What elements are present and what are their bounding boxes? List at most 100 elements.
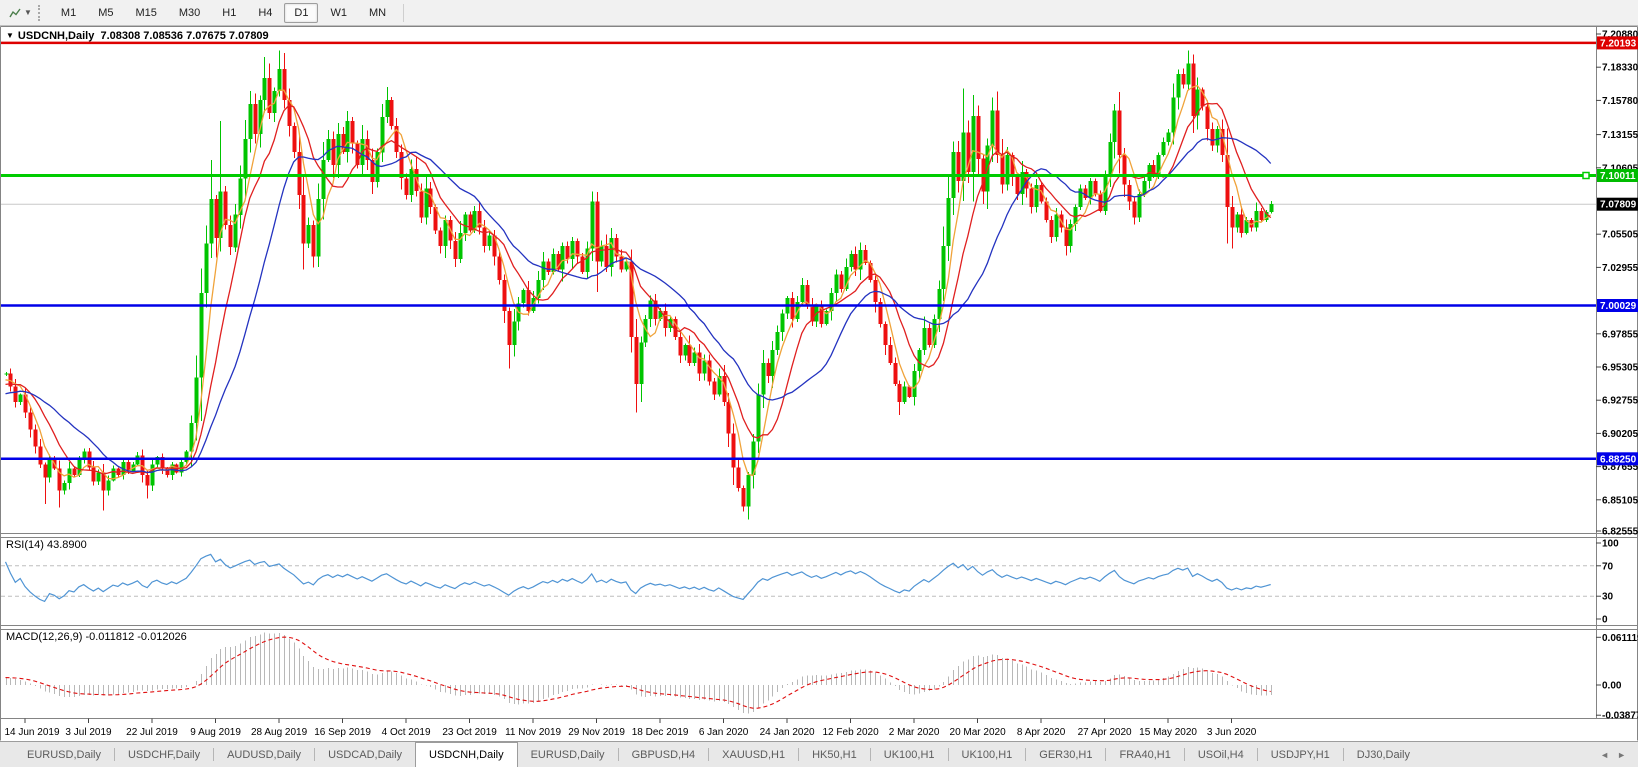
chart-tab-usdcnh-daily[interactable]: USDCNH,Daily xyxy=(415,742,518,767)
chart-tab-fra40-h1[interactable]: FRA40,H1 xyxy=(1119,748,1171,761)
svg-text:20 Mar 2020: 20 Mar 2020 xyxy=(950,727,1007,738)
timeframe-button-m5[interactable]: M5 xyxy=(98,6,114,19)
svg-text:70: 70 xyxy=(1602,561,1614,572)
svg-text:7.15780: 7.15780 xyxy=(1602,96,1638,107)
tab-separator xyxy=(314,748,316,761)
rsi-line xyxy=(4,553,1271,603)
timeframe-button-h1[interactable]: H1 xyxy=(222,6,237,19)
chart-title: ▼ USDCNH,Daily 7.08308 7.08536 7.07675 7.… xyxy=(6,30,269,42)
timeframe-button-mn[interactable]: MN xyxy=(368,6,387,19)
svg-text:0.00: 0.00 xyxy=(1602,681,1622,692)
chart-window[interactable]: 7.20880 7.18330 7.15780 7.13155 7.10605 7.055… xyxy=(0,26,1638,741)
mini-chart-icon xyxy=(9,8,21,17)
svg-text:22 Jul 2019: 22 Jul 2019 xyxy=(126,727,178,738)
tab-scroll-right-icon[interactable]: ► xyxy=(1617,749,1626,760)
macd-histogram xyxy=(6,632,1272,714)
tab-separator xyxy=(708,748,710,761)
svg-text:3 Jul 2019: 3 Jul 2019 xyxy=(65,727,112,738)
chart-tab-uk100-h1[interactable]: UK100,H1 xyxy=(883,748,935,761)
hline-handle[interactable] xyxy=(1582,171,1590,180)
svg-text:6.97855: 6.97855 xyxy=(1602,329,1638,340)
toolbar-separator xyxy=(403,3,405,22)
price-badge-7.10011: 7.10011 xyxy=(1597,169,1638,182)
tab-nav: ◄ ► xyxy=(1588,742,1638,767)
timeframe-button-d1[interactable]: D1 xyxy=(284,2,319,23)
macd-label: MACD(12,26,9) -0.011812 -0.012026 xyxy=(6,631,187,643)
chart-tab-usoil-h4[interactable]: USOil,H4 xyxy=(1197,748,1244,761)
timeframe-button-w1[interactable]: W1 xyxy=(330,6,347,19)
chart-tab-eurusd-daily[interactable]: EURUSD,Daily xyxy=(27,748,101,761)
svg-text:14 Jun 2019: 14 Jun 2019 xyxy=(4,727,59,738)
timeframe-button-m15[interactable]: M15 xyxy=(135,6,157,19)
svg-text:29 Nov 2019: 29 Nov 2019 xyxy=(568,727,625,738)
svg-text:7.13155: 7.13155 xyxy=(1602,130,1638,141)
svg-text:7.00029: 7.00029 xyxy=(1600,301,1637,312)
chart-tools-icon[interactable]: ▼ xyxy=(4,4,36,22)
toolbar-grip[interactable] xyxy=(37,4,44,21)
tab-separator xyxy=(798,748,800,761)
tab-separator xyxy=(1183,748,1185,761)
tab-separator xyxy=(113,748,115,761)
rsi-label: RSI(14) 43.8900 xyxy=(6,539,87,551)
svg-text:8 Apr 2020: 8 Apr 2020 xyxy=(1017,727,1066,738)
macd-axis: 0.061119 0.00 -0.038777 xyxy=(1596,633,1638,722)
rsi-axis: 100 70 30 0 xyxy=(1596,539,1619,626)
svg-text:7.20193: 7.20193 xyxy=(1600,38,1637,49)
svg-text:9 Aug 2019: 9 Aug 2019 xyxy=(190,727,241,738)
svg-text:6.95305: 6.95305 xyxy=(1602,363,1638,374)
chart-canvas[interactable]: 7.20880 7.18330 7.15780 7.13155 7.10605 7.055… xyxy=(0,26,1638,741)
svg-text:27 Apr 2020: 27 Apr 2020 xyxy=(1078,727,1132,738)
svg-text:30: 30 xyxy=(1602,592,1614,603)
chart-tab-usdjpy-h1[interactable]: USDJPY,H1 xyxy=(1270,748,1330,761)
timeframe-button-m30[interactable]: M30 xyxy=(178,6,201,19)
tab-separator xyxy=(869,748,871,761)
svg-text:6.88250: 6.88250 xyxy=(1600,454,1637,465)
tab-separator xyxy=(947,748,949,761)
timeframe-button-h4[interactable]: H4 xyxy=(258,6,273,19)
timeframe-button-m1[interactable]: M1 xyxy=(60,6,77,19)
svg-text:7.07809: 7.07809 xyxy=(1600,200,1637,211)
tab-separator xyxy=(1256,748,1258,761)
svg-text:7.02955: 7.02955 xyxy=(1602,263,1638,274)
svg-text:6 Jan 2020: 6 Jan 2020 xyxy=(699,727,749,738)
pane-frames xyxy=(0,26,1638,741)
svg-text:2 Mar 2020: 2 Mar 2020 xyxy=(889,727,940,738)
tab-separator xyxy=(1105,748,1107,761)
tab-scroll-left-icon[interactable]: ◄ xyxy=(1600,749,1610,760)
chart-tab-audusd-daily[interactable]: AUDUSD,Daily xyxy=(227,748,302,761)
svg-text:6.90205: 6.90205 xyxy=(1602,429,1638,440)
svg-text:16 Sep 2019: 16 Sep 2019 xyxy=(314,727,371,738)
chart-tab-ger30-h1[interactable]: GER30,H1 xyxy=(1039,748,1093,761)
timeframe-toolbar: ▼ M1 M5 M15 M30 H1 H4 D1 W1 MN xyxy=(0,0,1638,26)
svg-text:15 May 2020: 15 May 2020 xyxy=(1139,727,1197,738)
svg-text:3 Jun 2020: 3 Jun 2020 xyxy=(1207,727,1257,738)
macd-signal-line xyxy=(5,636,1271,709)
tab-separator xyxy=(213,748,215,761)
svg-text:6.82555: 6.82555 xyxy=(1602,527,1638,538)
chart-tab-eurusd-daily[interactable]: EURUSD,Daily xyxy=(530,748,605,761)
date-axis: 14 Jun 2019 3 Jul 2019 22 Jul 2019 9 Aug 20… xyxy=(4,718,1257,738)
svg-text:11 Nov 2019: 11 Nov 2019 xyxy=(505,727,561,738)
chart-tab-xauusd-h1[interactable]: XAUUSD,H1 xyxy=(722,748,786,761)
svg-text:24 Jan 2020: 24 Jan 2020 xyxy=(760,727,815,738)
chart-tab-hk50-h1[interactable]: HK50,H1 xyxy=(812,748,857,761)
candlestick-series xyxy=(4,50,1274,520)
svg-text:23 Oct 2019: 23 Oct 2019 xyxy=(442,727,497,738)
svg-text:7.20880: 7.20880 xyxy=(1602,30,1638,41)
svg-text:-0.038777: -0.038777 xyxy=(1602,711,1638,722)
svg-text:12 Feb 2020: 12 Feb 2020 xyxy=(823,727,880,738)
chevron-down-icon: ▼ xyxy=(24,7,32,17)
chart-tab-usdchf-daily[interactable]: USDCHF,Daily xyxy=(127,748,201,761)
tab-separator xyxy=(1025,748,1027,761)
svg-text:7.10605: 7.10605 xyxy=(1602,163,1638,174)
chart-tab-gbpusd-h4[interactable]: GBPUSD,H4 xyxy=(631,748,696,761)
ohlc-values: 7.08308 7.08536 7.07675 7.07809 xyxy=(100,30,269,42)
symbol-dropdown-icon[interactable]: ▼ xyxy=(6,31,14,40)
chart-tab-uk100-h1[interactable]: UK100,H1 xyxy=(961,748,1013,761)
svg-text:7.18330: 7.18330 xyxy=(1602,63,1638,74)
chart-tab-usdcad-daily[interactable]: USDCAD,Daily xyxy=(328,748,403,761)
svg-text:0.061119: 0.061119 xyxy=(1602,633,1638,644)
svg-text:7.10011: 7.10011 xyxy=(1600,171,1636,182)
chart-tab-dj30-daily[interactable]: DJ30,Daily xyxy=(1356,748,1410,761)
